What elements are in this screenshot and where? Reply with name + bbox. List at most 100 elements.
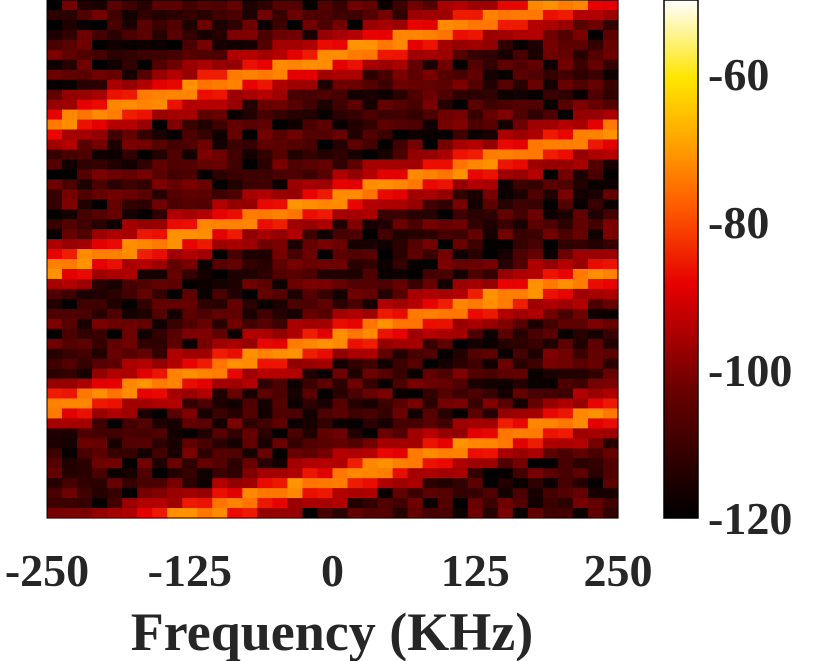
heatmap-cell: [47, 418, 63, 429]
heatmap-cell: [407, 378, 424, 390]
heatmap-cell: [347, 169, 364, 180]
heatmap-cell: [407, 199, 424, 210]
heatmap-cell: [227, 298, 243, 310]
heatmap-cell: [257, 229, 273, 240]
heatmap-cell: [137, 368, 153, 380]
colorbar-tick-label: -100: [708, 345, 792, 396]
heatmap-cell: [512, 308, 529, 320]
heatmap-cell: [302, 119, 319, 131]
heatmap-cell: [77, 488, 93, 499]
heatmap-cell: [332, 328, 349, 340]
heatmap-cell: [542, 49, 559, 61]
heatmap-cell: [482, 69, 499, 81]
heatmap-cell: [92, 149, 108, 160]
heatmap-cell: [422, 388, 439, 400]
heatmap-cell: [332, 119, 349, 131]
heatmap-cell: [167, 209, 183, 220]
heatmap-cell: [437, 199, 454, 210]
heatmap-cell: [47, 69, 63, 81]
heatmap-cell: [122, 19, 138, 31]
heatmap-cell: [602, 239, 619, 250]
heatmap-cell: [62, 368, 78, 380]
heatmap-cell: [152, 358, 168, 370]
heatmap-cell: [332, 229, 349, 240]
heatmap-cell: [182, 458, 198, 469]
heatmap-cell: [452, 338, 469, 350]
heatmap-cell: [212, 288, 228, 300]
heatmap-cell: [167, 129, 183, 141]
heatmap-cell: [197, 388, 213, 400]
heatmap-cell: [107, 29, 123, 41]
heatmap-cell: [392, 278, 409, 290]
heatmap-cell: [467, 79, 484, 91]
heatmap-cell: [332, 508, 349, 519]
heatmap-cell: [467, 39, 484, 51]
heatmap-cell: [347, 378, 364, 390]
heatmap-cell: [557, 358, 574, 370]
heatmap-cell: [437, 0, 454, 11]
heatmap-cell: [557, 318, 574, 330]
heatmap-cell: [377, 498, 394, 509]
heatmap-cell: [557, 418, 574, 429]
heatmap-cell: [572, 408, 589, 419]
heatmap-cell: [152, 239, 168, 250]
heatmap-cell: [197, 99, 213, 111]
heatmap-cell: [557, 488, 574, 499]
heatmap-cell: [137, 209, 153, 220]
heatmap-cell: [347, 9, 364, 21]
heatmap-cell: [497, 129, 514, 141]
heatmap-cell: [587, 249, 604, 260]
heatmap-cell: [497, 159, 514, 170]
heatmap-cell: [422, 478, 439, 489]
heatmap-cell: [107, 338, 123, 350]
heatmap-cell: [332, 159, 349, 170]
heatmap-cell: [317, 139, 334, 151]
heatmap-cell: [287, 358, 304, 370]
heatmap-cell: [542, 69, 559, 81]
heatmap-cell: [452, 438, 469, 449]
heatmap-cell: [122, 99, 138, 111]
heatmap-cell: [497, 278, 514, 290]
heatmap-cell: [242, 49, 258, 61]
heatmap-cell: [557, 478, 574, 489]
heatmap-cell: [362, 438, 379, 449]
heatmap-cell: [542, 418, 559, 429]
heatmap-cell: [377, 79, 394, 91]
heatmap-cell: [347, 89, 364, 101]
heatmap-cell: [227, 49, 243, 61]
heatmap-cell: [362, 129, 379, 141]
heatmap-cell: [137, 0, 153, 11]
heatmap-cell: [407, 129, 424, 141]
heatmap-cell: [77, 388, 93, 400]
heatmap-cell: [317, 298, 334, 310]
heatmap-cell: [167, 328, 183, 340]
heatmap-cell: [392, 288, 409, 300]
heatmap-cell: [242, 239, 258, 250]
heatmap-cell: [332, 418, 349, 429]
heatmap-cell: [287, 39, 304, 51]
heatmap-cell: [122, 149, 138, 160]
heatmap-cell: [347, 498, 364, 509]
heatmap-cell: [92, 288, 108, 300]
heatmap-cell: [362, 249, 379, 260]
heatmap-cell: [317, 348, 334, 360]
heatmap-cell: [482, 19, 499, 31]
heatmap-cell: [92, 348, 108, 360]
heatmap-cell: [302, 199, 319, 210]
heatmap-cell: [302, 189, 319, 200]
heatmap-cell: [302, 139, 319, 151]
heatmap-cell: [317, 149, 334, 160]
heatmap-cell: [392, 59, 409, 71]
heatmap-cell: [497, 438, 514, 449]
heatmap-cell: [527, 249, 544, 260]
heatmap-cell: [497, 179, 514, 190]
heatmap-cell: [167, 0, 183, 11]
heatmap-cell: [242, 388, 258, 400]
heatmap-cell: [212, 308, 228, 320]
heatmap-cell: [392, 458, 409, 469]
heatmap-cell: [422, 159, 439, 170]
heatmap-cell: [482, 189, 499, 200]
heatmap-cell: [377, 308, 394, 320]
heatmap-cell: [302, 448, 319, 459]
heatmap-cell: [167, 229, 183, 240]
